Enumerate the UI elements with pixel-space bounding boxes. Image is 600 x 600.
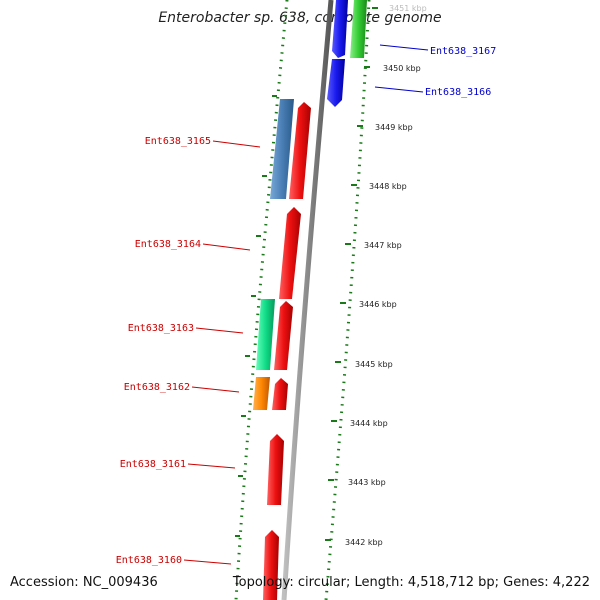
scale-label: 3449 kbp	[375, 123, 413, 132]
gene-label-3163[interactable]: Ent638_3163	[128, 323, 194, 334]
map-title: Enterobacter sp. 638, complete genome	[158, 10, 442, 26]
gene-label-3164[interactable]: Ent638_3164	[135, 239, 201, 250]
inner-dotted-ring	[234, 0, 289, 600]
gene-cds-3162b[interactable]	[253, 377, 270, 410]
gene-cds-3163a[interactable]	[274, 301, 293, 370]
outer-tick-marks	[325, 7, 378, 541]
outer-dotted-ring	[324, 0, 371, 600]
gene-label-3160[interactable]: Ent638_3160	[116, 555, 182, 566]
gene-label-3161[interactable]: Ent638_3161	[120, 459, 186, 470]
gene-cds-3168[interactable]	[332, 0, 348, 58]
gene-cds-3161[interactable]	[267, 434, 284, 505]
scale-label: 3444 kbp	[350, 419, 388, 428]
inner-tick-marks	[235, 95, 277, 537]
gene-cds-3160[interactable]	[263, 530, 279, 600]
gene-cds-3167[interactable]	[350, 0, 367, 58]
label-leaders	[183, 44, 429, 565]
gene-cds-3165a[interactable]	[289, 102, 311, 199]
backbone-line	[281, 0, 334, 600]
gene-cds-3166[interactable]	[327, 59, 345, 107]
scale-label: 3451 kbp	[389, 4, 427, 13]
gene-cds-3162a[interactable]	[272, 378, 288, 410]
scale-label: 3443 kbp	[348, 478, 386, 487]
gene-cds-3163b[interactable]	[256, 299, 275, 370]
scale-label: 3450 kbp	[383, 64, 421, 73]
scale-label: 3446 kbp	[359, 300, 397, 309]
topology-label: Topology: circular; Length: 4,518,712 bp…	[232, 575, 590, 590]
reverse-genes	[253, 99, 311, 600]
gene-label-3162[interactable]: Ent638_3162	[124, 382, 190, 393]
accession-label: Accession: NC_009436	[10, 575, 158, 590]
gene-label-3167[interactable]: Ent638_3167	[430, 46, 496, 57]
gene-label-3166[interactable]: Ent638_3166	[425, 87, 491, 98]
scale-label: 3447 kbp	[364, 241, 402, 250]
gene-label-3165[interactable]: Ent638_3165	[145, 136, 211, 147]
scale-label: 3445 kbp	[355, 360, 393, 369]
gene-cds-3164[interactable]	[279, 207, 301, 299]
scale-label: 3448 kbp	[369, 182, 407, 191]
gene-cds-3165b[interactable]	[270, 99, 294, 199]
scale-label: 3442 kbp	[345, 538, 383, 547]
forward-genes	[327, 0, 367, 107]
